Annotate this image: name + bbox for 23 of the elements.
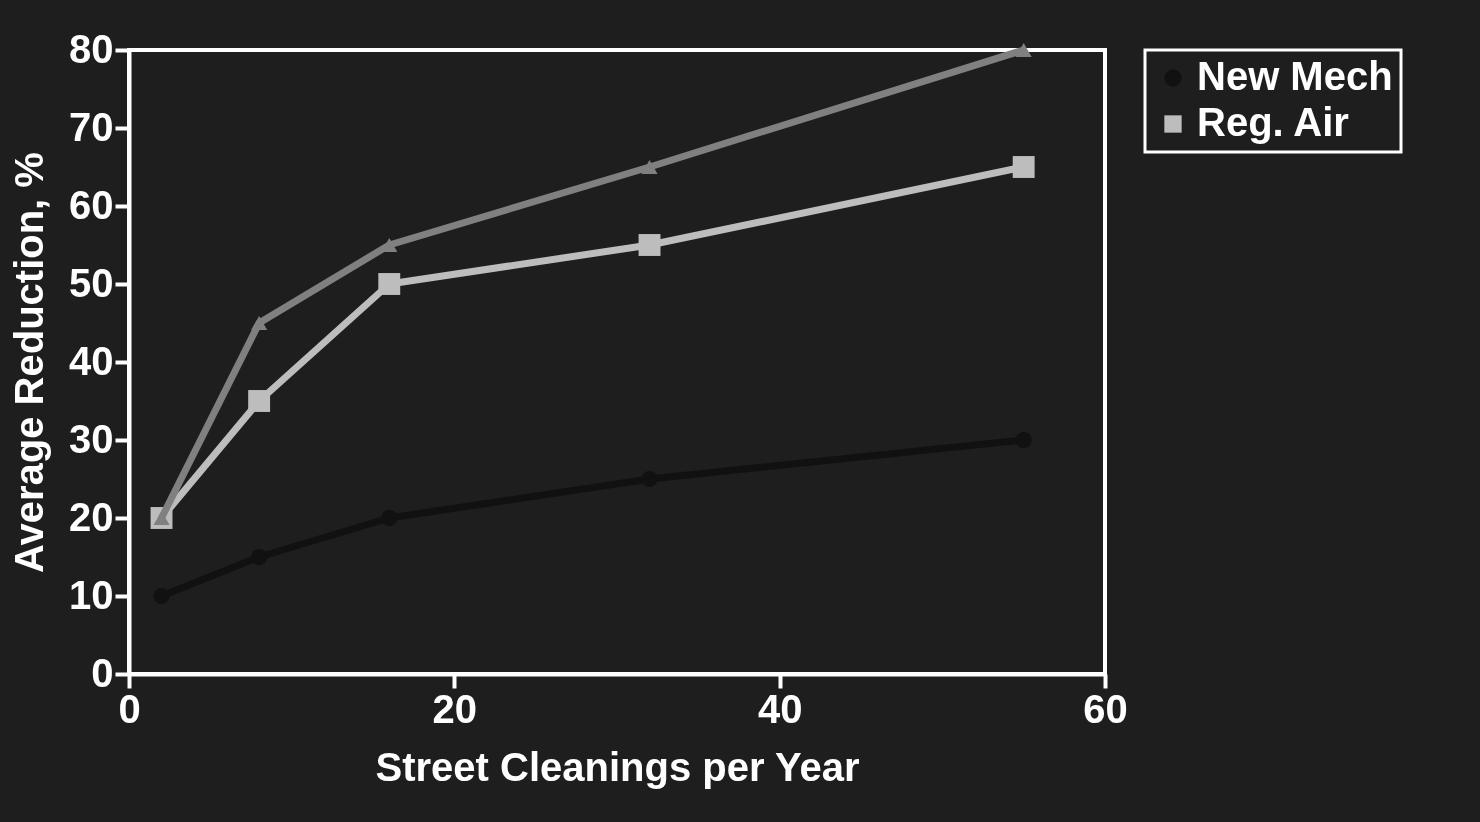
y-tick-label: 50 (69, 260, 114, 305)
legend-label: Reg. Air (1197, 100, 1349, 144)
x-tick-label: 20 (432, 686, 478, 731)
y-tick-label: 30 (69, 416, 114, 461)
x-tick-label: 60 (1083, 686, 1128, 731)
y-tick-label: 0 (91, 650, 114, 695)
legend-label: New Mech (1197, 54, 1393, 98)
y-tick-label: 20 (69, 494, 114, 539)
y-tick-label: 40 (69, 338, 114, 383)
y-tick-label: 60 (69, 182, 114, 227)
point (248, 390, 271, 412)
x-tick-label: 40 (757, 686, 803, 731)
y-axis-title: Average Reduction, % (7, 152, 52, 573)
point (638, 234, 661, 256)
point (1015, 43, 1032, 57)
point (1012, 156, 1035, 178)
point (378, 273, 401, 295)
y-tick-label: 70 (69, 104, 114, 149)
y-tick-label: 10 (69, 572, 114, 617)
x-axis-title: Street Cleanings per Year (375, 744, 860, 789)
point (641, 160, 658, 174)
point (251, 316, 268, 330)
y-tick-label: 80 (69, 26, 114, 71)
